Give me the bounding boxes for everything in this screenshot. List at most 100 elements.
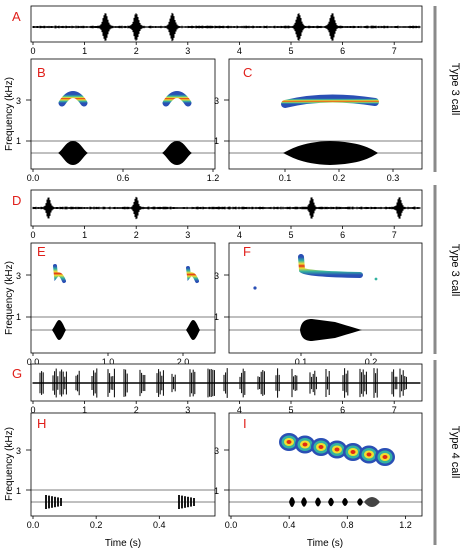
x-tick-label: 5: [288, 230, 293, 240]
panel-c-spectrogram: [281, 94, 379, 165]
panel-e-letter: E: [37, 244, 46, 259]
x-tick-label: 4: [237, 405, 242, 415]
panel-i-x-axis: 0.0 0.4 0.8 1.2: [225, 516, 412, 530]
x-tick-label: 0.0: [27, 173, 40, 183]
panel-i-pulse-blob-core: [366, 452, 372, 457]
panel-h-letter: H: [37, 416, 46, 431]
x-tick-label: 0.3: [387, 173, 400, 183]
x-tick-label: 0.0: [225, 520, 238, 530]
panel-i-pulse: [357, 498, 363, 506]
x-tick-label: 3: [185, 405, 190, 415]
panel-a-frame: [30, 5, 423, 43]
panel-d-letter: D: [12, 193, 21, 208]
y-axis-label-row-2: Frequency (kHz): [4, 261, 15, 335]
x-tick-label: 0: [30, 405, 35, 415]
x-tick-label: 6: [340, 230, 345, 240]
panel-i-letter: I: [243, 416, 247, 431]
panel-e-call-1-contour: [53, 264, 66, 283]
freq-tick-label: 3: [16, 271, 21, 281]
panel-f-spectrogram: [253, 254, 378, 341]
panel-b-call-1-envelope: [58, 141, 88, 165]
panel-c-call-envelope: [283, 141, 378, 165]
panel-e-call-2-contour: [186, 266, 199, 283]
x-tick-label: 1: [82, 46, 87, 56]
freq-tick-label: 3: [214, 446, 219, 456]
panel-i-pulse: [364, 497, 380, 507]
freq-tick-label: 3: [16, 96, 21, 106]
x-tick-label: 0.0: [27, 357, 40, 367]
panel-f-x-axis: 0.1 0.2: [295, 353, 377, 367]
x-tick-label: 1: [82, 230, 87, 240]
panel-f-call-contour: [298, 254, 363, 278]
x-tick-label: 0.2: [333, 173, 346, 183]
x-tick-label: 1: [82, 405, 87, 415]
x-tick-label: 4: [237, 230, 242, 240]
panel-h-spectrogram: [44, 442, 196, 509]
panel-i-pulse-blob-core: [350, 450, 356, 454]
side-label-row-2: Type 3 call: [449, 244, 461, 297]
x-tick-label: 2: [134, 230, 139, 240]
panel-g-letter: G: [12, 366, 22, 381]
x-tick-label: 6: [340, 46, 345, 56]
x-tick-label: 0.1: [295, 357, 308, 367]
x-tick-label: 0.4: [283, 520, 296, 530]
panel-i-pulse: [315, 497, 321, 507]
panel-i-pulse-blob-core: [318, 445, 324, 449]
x-tick-label: 0: [30, 46, 35, 56]
panel-b-call-2-envelope: [162, 141, 192, 165]
freq-ticks-row-2: 3 1 3 1: [16, 271, 229, 322]
freq-tick-label: 3: [214, 271, 219, 281]
panel-i-pulse: [328, 497, 334, 507]
panel-f-noise-dot: [253, 286, 257, 290]
panel-i-pulse-blob-core: [382, 455, 388, 459]
panel-i-pulse: [301, 497, 307, 507]
x-tick-label: 5: [288, 46, 293, 56]
x-tick-label: 7: [392, 46, 397, 56]
panel-b-call-1-contour: [58, 91, 88, 107]
x-tick-label: 0.4: [153, 520, 166, 530]
freq-tick-label: 3: [214, 96, 219, 106]
panel-i-pulse-blob-core: [334, 447, 340, 452]
freq-tick-label: 1: [16, 486, 21, 496]
x-tick-label: 7: [392, 230, 397, 240]
x-tick-label: 0: [30, 230, 35, 240]
panel-a-waveform: [32, 12, 421, 42]
freq-tick-label: 1: [214, 136, 219, 146]
y-axis-label-row-1: Frequency (kHz): [4, 77, 15, 151]
side-label-row-3: Type 4 call: [449, 426, 461, 479]
panel-i-pulse: [289, 497, 295, 507]
panel-e-call-1-envelope: [52, 320, 66, 340]
panel-e-spectrogram: [52, 264, 200, 340]
panel-f-call-envelope: [300, 319, 362, 341]
x-tick-label: 5: [288, 405, 293, 415]
freq-tick-label: 1: [214, 486, 219, 496]
x-tick-label: 7: [392, 405, 397, 415]
panel-i-pulse-blob-core: [302, 442, 308, 447]
freq-tick-label: 3: [16, 446, 21, 456]
panel-c-x-axis: 0.1 0.2 0.3: [279, 169, 400, 183]
panel-i-pulse-blob-core: [286, 440, 292, 444]
x-tick-label: 0.8: [341, 520, 354, 530]
panel-i-spectrogram: [279, 433, 395, 507]
panel-c-call-contour: [281, 94, 379, 108]
freq-tick-label: 1: [16, 312, 21, 322]
panel-g-x-axis: 0 1 2 3 4 5 6 7: [30, 401, 397, 415]
panel-e-x-axis: 0.0 1.0 2.0: [27, 353, 189, 367]
panel-d-x-axis: 0 1 2 3 4 5 6 7: [30, 226, 397, 240]
panel-a-letter: A: [12, 9, 21, 24]
x-tick-label: 2: [134, 405, 139, 415]
panel-b-call-2-contour: [162, 91, 192, 107]
freq-tick-label: 1: [16, 136, 21, 146]
x-tick-label: 1.2: [207, 173, 220, 183]
y-axis-label-row-3: Frequency (kHz): [4, 427, 15, 501]
x-tick-label: 2: [134, 46, 139, 56]
panel-a-x-axis: 0 1 2 3 4 5 6 7: [30, 42, 397, 56]
panel-b-letter: B: [37, 65, 46, 80]
panel-e-call-2-envelope: [186, 320, 200, 340]
x-tick-label: 0.1: [279, 173, 292, 183]
x-axis-label-right: Time (s): [307, 538, 343, 549]
panel-f-noise-dot: [374, 277, 378, 281]
freq-ticks-row-1: 3 1 3 1: [16, 96, 229, 146]
